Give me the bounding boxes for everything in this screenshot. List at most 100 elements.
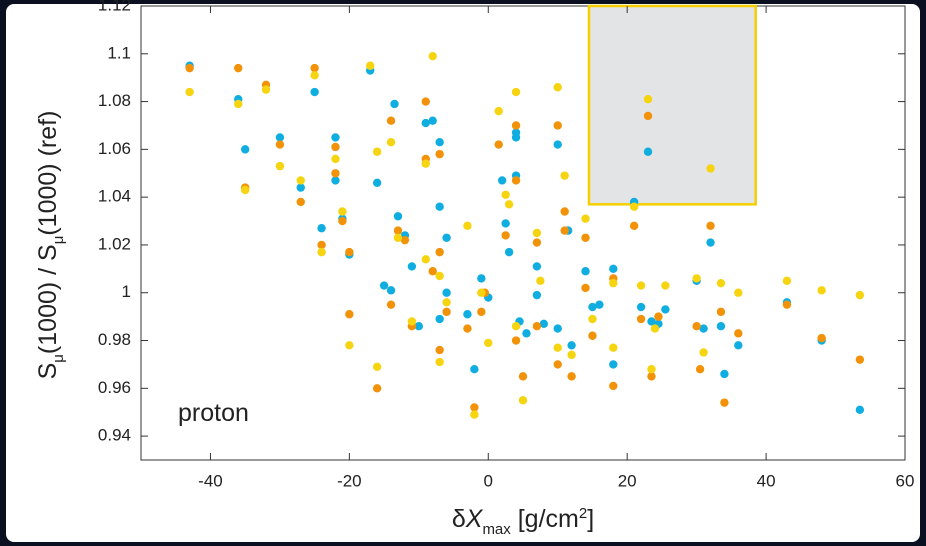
- point: [560, 171, 569, 180]
- point: [511, 176, 521, 185]
- point: [692, 321, 701, 331]
- point: [372, 384, 382, 393]
- y-tick-label: 1.12: [98, 0, 131, 14]
- point: [421, 97, 430, 106]
- point: [692, 274, 701, 283]
- point: [296, 176, 305, 185]
- point: [588, 314, 597, 324]
- point: [553, 324, 562, 333]
- point: [716, 278, 726, 288]
- point: [386, 116, 396, 125]
- x-tick-label: -40: [198, 471, 223, 490]
- x-label-part: δ: [452, 505, 466, 533]
- point: [331, 154, 340, 164]
- point: [716, 307, 726, 317]
- point: [511, 121, 521, 130]
- point: [629, 221, 639, 231]
- point: [331, 169, 340, 178]
- point: [261, 85, 271, 94]
- x-label-part: X: [465, 505, 484, 533]
- point: [463, 221, 472, 231]
- point: [310, 87, 319, 97]
- point: [532, 321, 542, 331]
- y-tick-label: 1.08: [98, 91, 131, 110]
- point: [716, 321, 726, 331]
- point: [609, 360, 618, 369]
- point: [331, 176, 340, 185]
- point: [581, 233, 590, 242]
- point: [435, 202, 444, 211]
- point: [532, 228, 542, 238]
- point: [185, 63, 194, 73]
- x-tick-label: 40: [757, 471, 776, 490]
- point: [345, 310, 354, 319]
- point: [477, 274, 486, 283]
- point: [470, 410, 479, 419]
- point: [296, 183, 305, 192]
- x-tick-label: -20: [337, 471, 362, 490]
- point: [567, 341, 576, 350]
- point: [421, 118, 430, 128]
- point: [442, 233, 451, 242]
- point: [581, 214, 590, 223]
- point: [393, 226, 403, 235]
- point: [782, 300, 792, 309]
- point: [609, 381, 618, 391]
- point: [553, 121, 562, 130]
- point: [734, 341, 743, 350]
- point: [588, 331, 597, 340]
- point: [435, 345, 444, 355]
- point: [435, 357, 444, 367]
- point: [317, 247, 326, 257]
- point: [536, 276, 545, 285]
- point: [609, 278, 618, 288]
- point: [511, 321, 521, 331]
- point: [647, 317, 656, 326]
- point: [407, 262, 417, 271]
- point: [240, 185, 250, 195]
- point: [331, 142, 340, 152]
- point: [428, 51, 437, 61]
- point: [734, 288, 743, 297]
- point: [699, 324, 708, 333]
- point: [338, 207, 347, 216]
- point: [275, 140, 285, 149]
- point: [532, 262, 542, 271]
- x-axis-label: δXmax [g/cm2]: [452, 505, 594, 538]
- point: [650, 324, 660, 333]
- y-tick-label: 1.04: [98, 187, 131, 206]
- point: [497, 176, 507, 185]
- point: [372, 178, 382, 188]
- point: [317, 240, 326, 250]
- point: [463, 324, 472, 333]
- point: [581, 283, 590, 293]
- point: [435, 138, 444, 147]
- point: [609, 264, 618, 274]
- point: [855, 290, 865, 300]
- point: [393, 212, 403, 221]
- y-label-part: (1000) (ref): [34, 111, 62, 236]
- point: [501, 190, 510, 199]
- point: [567, 350, 576, 360]
- point: [636, 314, 646, 324]
- point: [706, 221, 715, 231]
- y-tick-label: 0.98: [98, 330, 131, 349]
- point: [560, 226, 569, 235]
- x-label-part: 2: [579, 505, 587, 522]
- point: [477, 307, 486, 317]
- y-label-part: μ: [50, 236, 67, 245]
- x-label-part: [g/cm: [511, 505, 579, 533]
- point: [234, 63, 243, 73]
- point: [435, 271, 444, 281]
- point: [706, 164, 715, 173]
- point: [629, 202, 639, 211]
- y-tick-label: 0.96: [98, 378, 131, 397]
- point: [331, 133, 340, 142]
- point: [817, 333, 826, 343]
- point: [706, 238, 715, 247]
- point: [345, 341, 354, 350]
- x-label-part: ]: [587, 505, 594, 533]
- point: [532, 238, 542, 247]
- point: [366, 61, 375, 70]
- point: [647, 365, 656, 374]
